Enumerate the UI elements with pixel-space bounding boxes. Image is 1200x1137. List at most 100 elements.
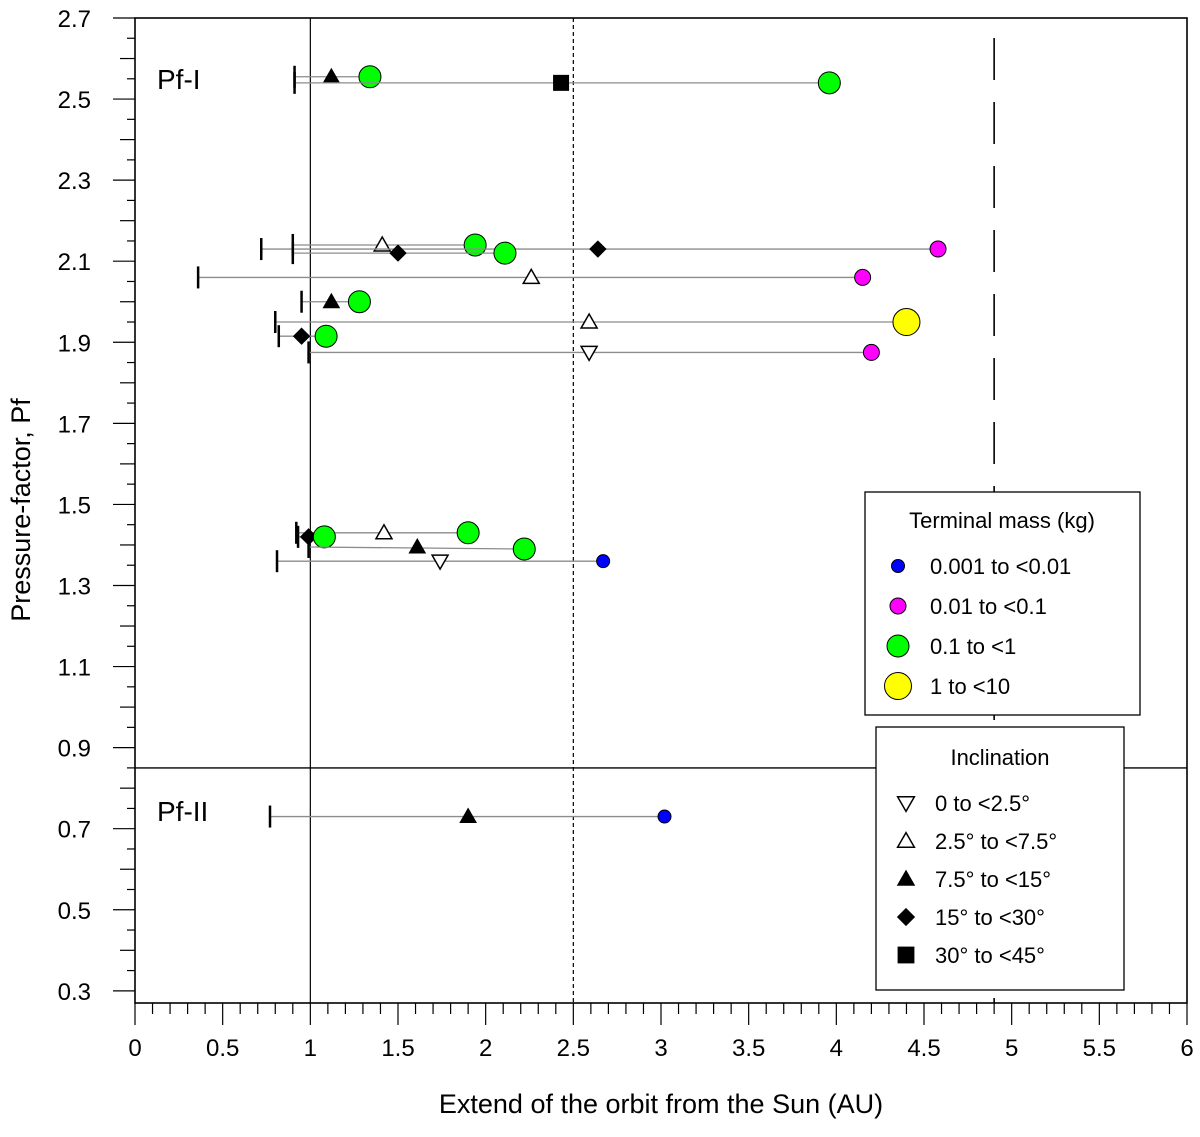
legend-inclination: Inclination 0 to <2.5° 2.5° to <7.5° 7.5° … (875, 726, 1125, 991)
legend-mass-label: 0.001 to <0.01 (930, 554, 1071, 579)
legend-mass-label: 1 to <10 (930, 674, 1010, 699)
x-tick-label: 2.5 (557, 1035, 590, 1062)
legend-mass-label: 0.1 to <1 (930, 634, 1016, 659)
x-tick-label: 0.5 (206, 1035, 239, 1062)
legend-mass-marker (886, 634, 910, 658)
x-tick-label: 1.5 (381, 1035, 414, 1062)
orbit-series (307, 535, 536, 561)
inclination-marker (896, 869, 916, 886)
legend-inclination-label: 7.5° to <15° (935, 867, 1051, 892)
terminal-mass-marker (463, 233, 487, 257)
legend-mass-marker (891, 559, 905, 573)
x-tick-label: 5 (1005, 1035, 1018, 1062)
orbit-series (259, 238, 947, 261)
y-tick-label: 1.3 (58, 573, 91, 600)
legend-inclination-label: 0 to <2.5° (935, 791, 1030, 816)
orbit-series (293, 71, 841, 95)
region-label-pf2: Pf-II (157, 796, 208, 827)
inclination-marker (896, 831, 916, 849)
legend-mass-title: Terminal mass (kg) (909, 508, 1095, 533)
inclination-marker (408, 537, 427, 554)
axis-ticks: 0 0.5 1 1.5 2 2.5 3 3.5 4 4.5 5 5.5 6 0.3 0.5 0.7 0.9 1.1… (58, 6, 1194, 1062)
x-tick-label: 3 (654, 1035, 667, 1062)
orbit-series (291, 233, 487, 257)
x-tick-label: 0 (128, 1035, 141, 1062)
x-tick-label: 1 (304, 1035, 317, 1062)
legend-inclination-label: 2.5° to <7.5° (935, 829, 1057, 854)
orbit-series (296, 525, 336, 549)
legend-mass-label: 0.01 to <0.1 (930, 594, 1047, 619)
y-tick-label: 2.3 (58, 168, 91, 195)
y-tick-label: 1.7 (58, 411, 91, 438)
inclination-marker (459, 807, 477, 824)
inclination-marker (579, 312, 599, 329)
terminal-mass-marker (929, 240, 947, 258)
legend-mass-marker (889, 597, 907, 615)
inclination-marker (896, 795, 916, 813)
y-tick-label: 1.9 (58, 330, 91, 357)
y-tick-label: 0.3 (58, 979, 91, 1006)
x-tick-label: 2 (479, 1035, 492, 1062)
orbit-series (277, 324, 338, 348)
inclination-marker (374, 523, 394, 540)
inclination-marker (521, 267, 541, 285)
terminal-mass-marker (892, 308, 921, 337)
y-tick-label: 0.5 (58, 898, 91, 925)
inclination-marker (553, 74, 570, 91)
inclination-marker (589, 240, 607, 258)
terminal-mass-marker (312, 525, 336, 549)
inclination-marker (430, 554, 450, 571)
x-tick-label: 4 (830, 1035, 843, 1062)
y-tick-label: 2.5 (58, 87, 91, 114)
inclination-marker (896, 907, 916, 927)
y-tick-label: 1.5 (58, 492, 91, 519)
orbit-series (291, 241, 517, 265)
orbit-series (268, 805, 672, 828)
terminal-mass-marker (512, 537, 536, 561)
terminal-mass-marker (456, 521, 480, 545)
y-tick-label: 0.7 (58, 817, 91, 844)
y-tick-label: 1.1 (58, 655, 91, 682)
inclination-marker (322, 292, 341, 309)
orbit-series (274, 308, 921, 337)
x-tick-label: 3.5 (732, 1035, 765, 1062)
terminal-mass-marker (657, 809, 672, 824)
legend-inclination-box (875, 726, 1125, 991)
terminal-mass-marker (347, 290, 371, 314)
legend-mass-box (864, 491, 1141, 716)
legend-inclination-label: 15° to <30° (935, 905, 1045, 930)
legend-terminal-mass: Terminal mass (kg) 0.001 to <0.01 0.01 to… (864, 491, 1141, 716)
inclination-marker (579, 345, 599, 362)
terminal-mass-marker (358, 65, 382, 89)
y-tick-label: 0.9 (58, 736, 91, 763)
region-label-pf1: Pf-I (157, 64, 201, 95)
terminal-mass-marker (314, 324, 338, 348)
orbit-series (300, 290, 371, 314)
data-series (196, 65, 947, 828)
terminal-mass-marker (817, 71, 841, 95)
y-tick-label: 2.1 (58, 249, 91, 276)
inclination-marker (292, 327, 311, 345)
orbit-series (196, 266, 872, 289)
inclination-marker (322, 67, 341, 84)
terminal-mass-marker (596, 554, 611, 569)
y-axis-title: Pressure-factor, Pf (6, 398, 36, 622)
legend-inclination-title: Inclination (950, 745, 1049, 770)
x-axis-title: Extend of the orbit from the Sun (AU) (439, 1089, 883, 1119)
y-tick-label: 2.7 (58, 6, 91, 33)
legend-mass-marker (884, 672, 912, 700)
inclination-marker (372, 235, 392, 252)
orbit-series (293, 65, 382, 89)
legend-inclination-label: 30° to <45° (935, 943, 1045, 968)
x-tick-label: 5.5 (1083, 1035, 1116, 1062)
terminal-mass-marker (854, 268, 872, 286)
x-tick-label: 6 (1180, 1035, 1193, 1062)
terminal-mass-marker (493, 241, 517, 265)
terminal-mass-marker (862, 343, 880, 361)
inclination-marker (897, 946, 915, 964)
orbit-series (275, 550, 611, 573)
x-tick-label: 4.5 (907, 1035, 940, 1062)
orbit-series (307, 341, 880, 364)
inclination-marker (389, 244, 407, 262)
